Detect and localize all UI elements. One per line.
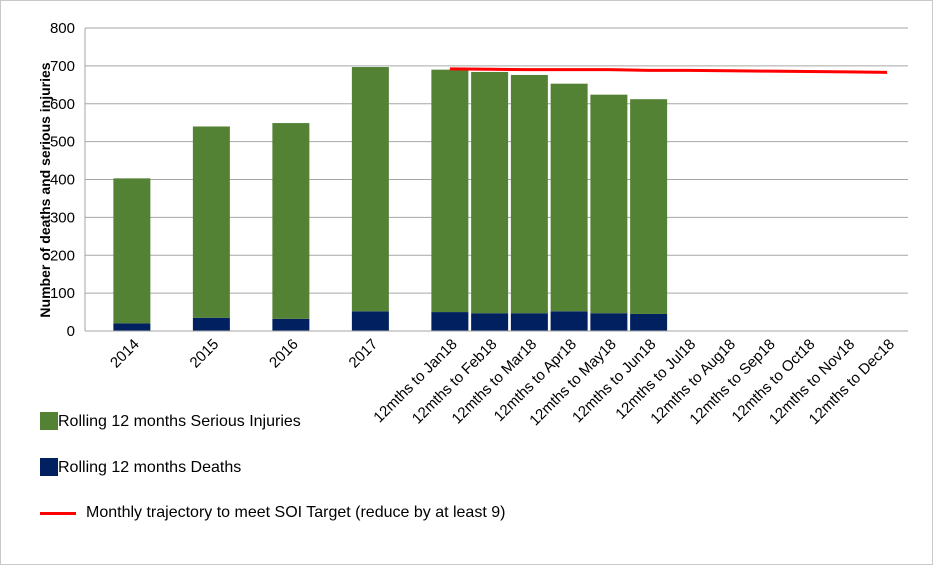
bar — [510, 313, 548, 331]
bar — [192, 317, 230, 331]
legend-entry: Monthly trajectory to meet SOI Target (r… — [40, 503, 540, 523]
bar — [431, 312, 469, 331]
bar — [510, 74, 548, 314]
legend-label: Rolling 12 months Serious Injuries — [58, 413, 301, 430]
x-tick-label: 2014 — [107, 336, 143, 372]
bar — [471, 313, 509, 331]
y-tick-label: 100 — [50, 285, 75, 302]
bar — [590, 94, 628, 314]
y-tick-label: 300 — [50, 209, 75, 226]
bar — [630, 99, 668, 314]
legend-swatch — [40, 512, 76, 515]
bar — [550, 83, 588, 312]
legend-entry: Rolling 12 months Deaths — [40, 458, 540, 478]
bar — [590, 313, 628, 331]
line — [449, 67, 888, 74]
y-axis-label: Number of deaths and serious injuries — [37, 62, 53, 317]
legend-label: Monthly trajectory to meet SOI Target (r… — [86, 504, 506, 521]
bar — [550, 311, 588, 331]
x-tick-label: 2015 — [187, 336, 223, 372]
y-tick-label: 0 — [67, 323, 75, 340]
y-tick-label: 600 — [50, 96, 75, 113]
bar — [192, 126, 230, 318]
y-tick-label: 500 — [50, 134, 75, 151]
bar — [351, 311, 389, 331]
y-tick-label: 200 — [50, 247, 75, 264]
y-tick-label: 400 — [50, 172, 75, 189]
bar — [272, 318, 310, 331]
bar — [630, 313, 668, 331]
bar — [471, 71, 509, 314]
legend-entry: Rolling 12 months Serious Injuries — [40, 412, 540, 432]
legend-label: Rolling 12 months Deaths — [58, 459, 242, 476]
bar — [113, 178, 151, 324]
bar — [272, 123, 310, 319]
x-tick-label: 2016 — [266, 336, 302, 372]
x-tick-label: 2017 — [346, 336, 382, 372]
bar — [431, 69, 469, 313]
y-tick-label: 800 — [50, 20, 75, 37]
y-tick-label: 700 — [50, 58, 75, 75]
bar — [351, 67, 389, 312]
bar — [113, 323, 151, 331]
legend-swatch — [40, 412, 58, 430]
legend-swatch — [40, 458, 58, 476]
